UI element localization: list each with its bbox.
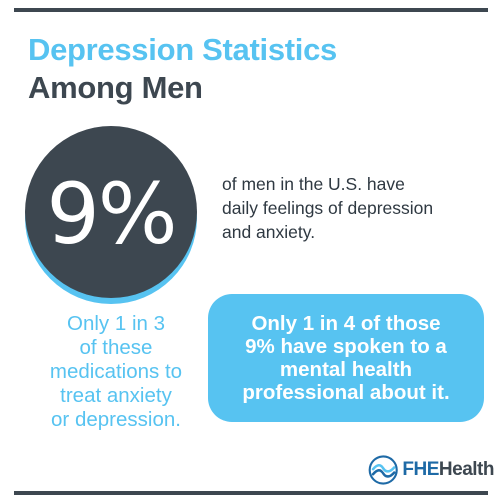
callout-line: professional about it.: [242, 381, 450, 404]
stat-circle: 9%: [25, 126, 197, 304]
medication-note-line: Only 1 in 3: [67, 312, 165, 335]
callout-line: mental health: [279, 358, 413, 381]
medication-note-line: treat anxiety: [60, 384, 172, 407]
stat-value: 9%: [46, 165, 177, 263]
stat-description-line: daily feelings of depression: [222, 198, 434, 218]
stat-circle-fill: 9%: [25, 126, 197, 298]
medication-note-line: of these: [79, 336, 153, 359]
callout-line: Only 1 in 4 of those: [251, 312, 441, 335]
page-title-line-2: Among Men: [28, 70, 203, 105]
callout-bubble: Only 1 in 4 of those 9% have spoken to a…: [208, 294, 484, 422]
stat-description-line: of men in the U.S. have: [222, 174, 405, 194]
stat-description: of men in the U.S. have daily feelings o…: [222, 172, 482, 244]
logo-text-health: Health: [438, 459, 495, 480]
page-title-line-1: Depression Statistics: [28, 32, 337, 67]
callout-text: Only 1 in 4 of those 9% have spoken to a…: [221, 312, 471, 404]
wave-logo-icon: [368, 455, 398, 485]
logo-text-fhe: FHE: [402, 459, 439, 480]
medication-note-line: medications to: [49, 360, 183, 383]
fhe-health-logo: FHE Health: [368, 450, 495, 490]
bottom-divider: [14, 491, 488, 495]
medication-note: Only 1 in 3 of these medications to trea…: [30, 312, 202, 432]
stat-description-line: and anxiety.: [222, 222, 316, 242]
top-divider: [14, 8, 488, 12]
callout-line: 9% have spoken to a: [245, 335, 447, 358]
medication-note-line: or depression.: [51, 408, 181, 431]
